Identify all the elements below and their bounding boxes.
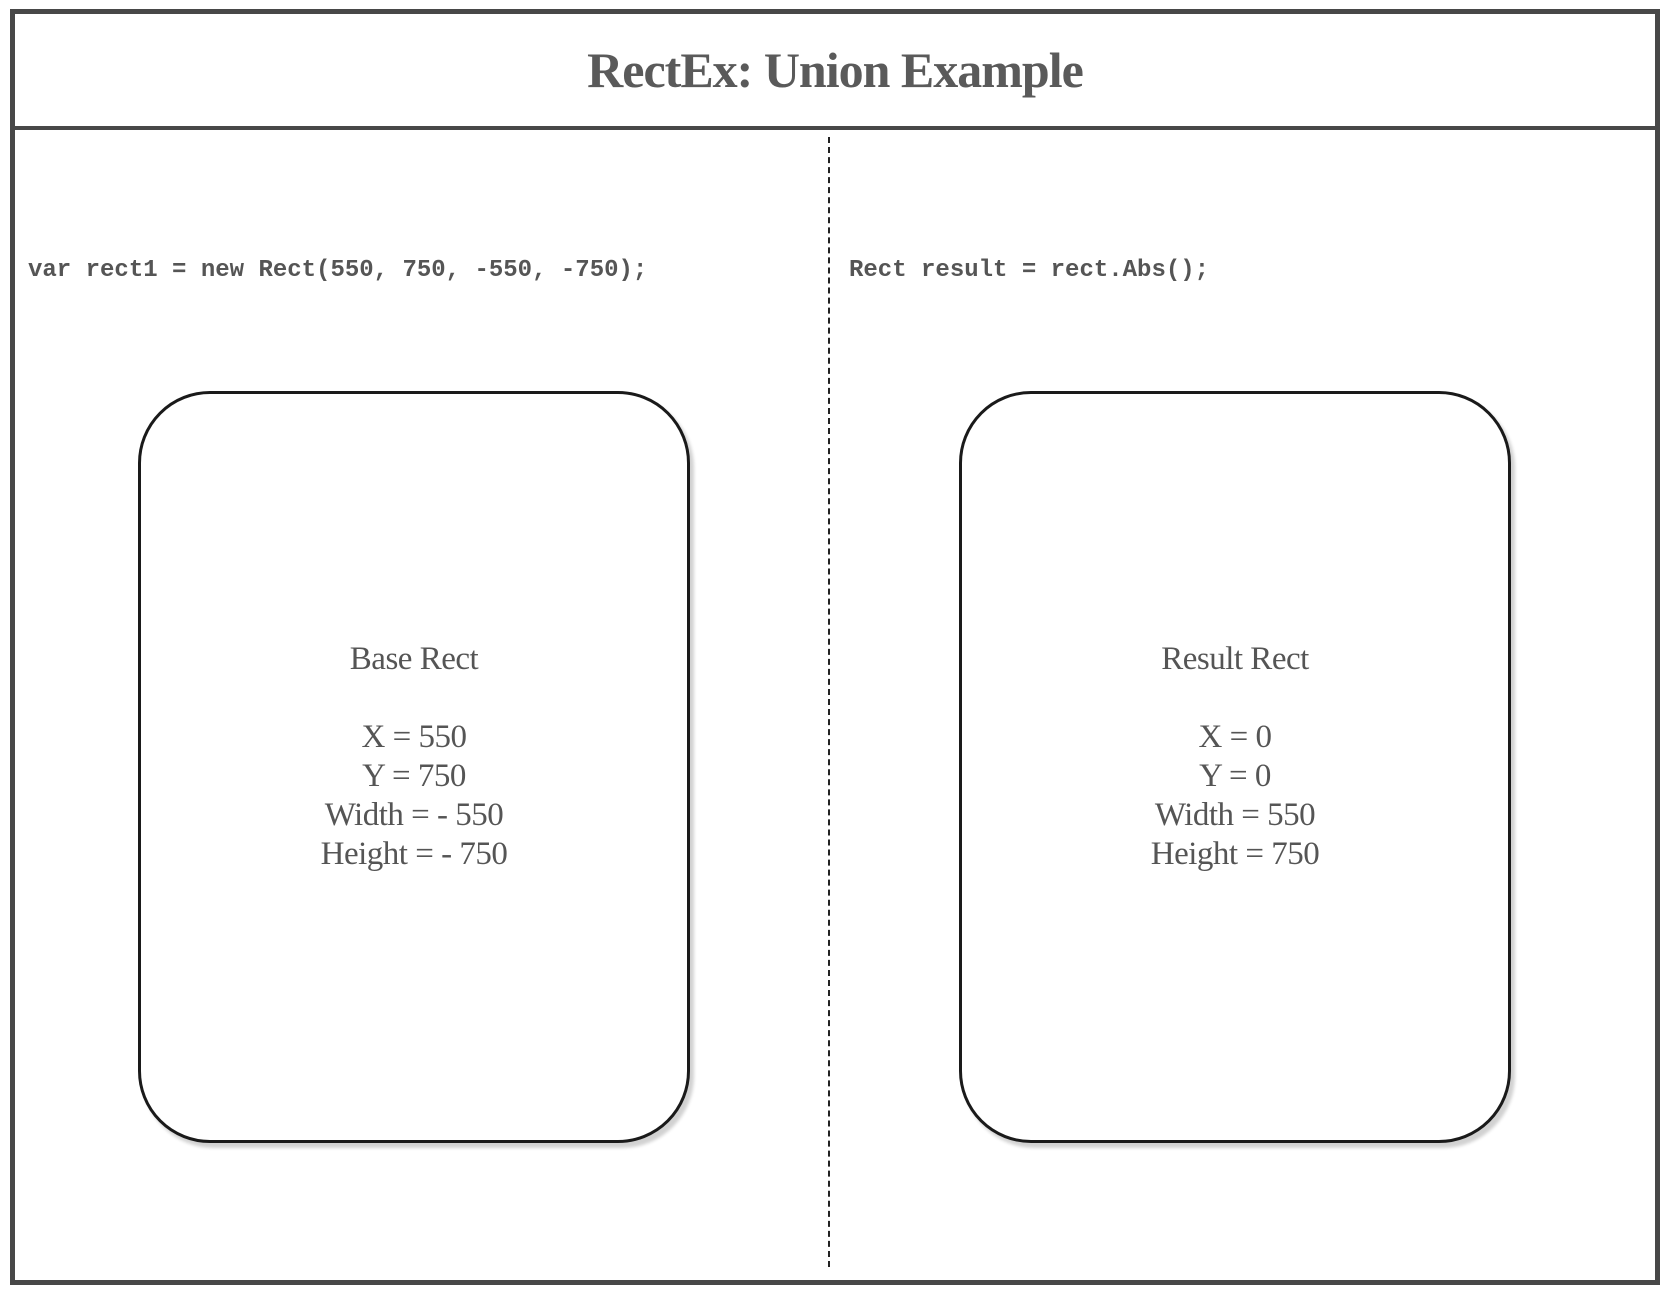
header: RectEx: Union Example [15,14,1655,130]
result-rect-height: Height = 750 [1150,836,1320,872]
result-rect-content: Result Rect X = 0 Y = 0 Width = 550 Heig… [1150,640,1320,874]
base-rect-width: Width = - 550 [324,797,504,833]
dashed-divider [828,137,830,1267]
left-code-snippet: var rect1 = new Rect(550, 750, -550, -75… [28,257,648,284]
result-rect-y: Y = 0 [1199,758,1271,794]
right-code-snippet: Rect result = rect.Abs(); [849,257,1210,284]
result-rect-width: Width = 550 [1154,797,1316,833]
base-rect-x: X = 550 [361,719,467,755]
base-rect-height: Height = - 750 [320,836,508,872]
result-rect-title: Result Rect [1161,641,1309,677]
base-rect-title: Base Rect [349,641,479,677]
result-rect-x: X = 0 [1198,719,1272,755]
base-rect-content: Base Rect X = 550 Y = 750 Width = - 550 … [321,640,508,874]
diagram-frame: RectEx: Union Example [10,9,1660,1285]
result-rect-card: Result Rect X = 0 Y = 0 Width = 550 Heig… [959,391,1511,1143]
base-rect-card: Base Rect X = 550 Y = 750 Width = - 550 … [138,391,690,1143]
base-rect-y: Y = 750 [362,758,466,794]
page-title: RectEx: Union Example [587,42,1084,98]
